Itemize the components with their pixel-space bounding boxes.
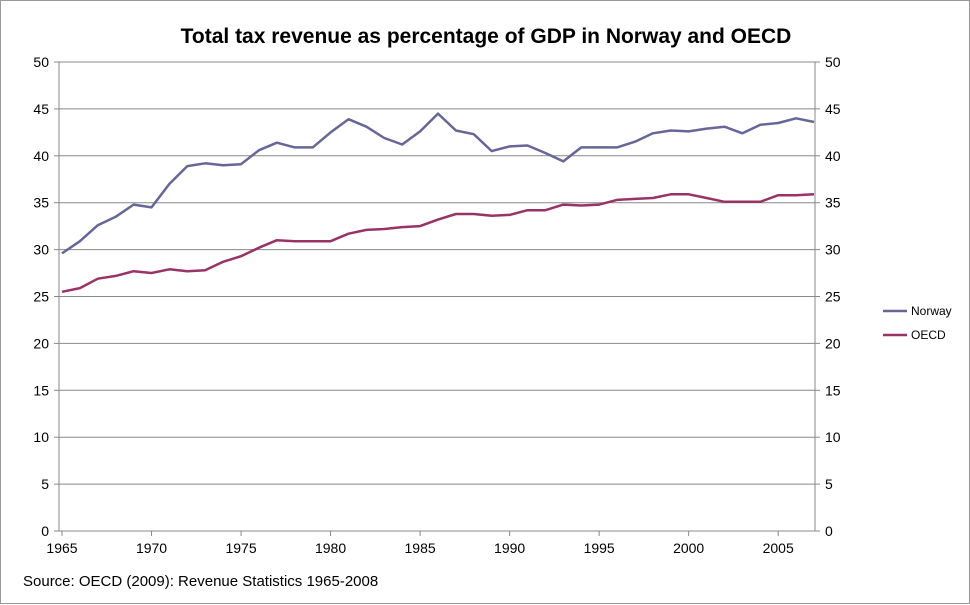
- x-tick-label: 1975: [225, 540, 256, 556]
- x-tick-label: 1965: [46, 540, 77, 556]
- series-line-norway: [61, 112, 815, 255]
- x-tick-label: 1970: [136, 540, 167, 556]
- y-tick-label-right: 20: [825, 335, 841, 351]
- y-tick-label-right: 50: [825, 54, 841, 70]
- y-tick-label-right: 10: [825, 429, 841, 445]
- y-tick-label-left: 30: [33, 242, 49, 258]
- y-tick-label-left: 10: [33, 429, 49, 445]
- y-tick-label-left: 40: [33, 148, 49, 164]
- x-tick-label: 1990: [494, 540, 525, 556]
- y-tick-label-left: 0: [41, 523, 49, 539]
- chart-title: Total tax revenue as percentage of GDP i…: [181, 25, 792, 48]
- y-tick-label-right: 45: [825, 101, 841, 117]
- y-tick-label-right: 15: [825, 382, 841, 398]
- x-tick-label: 1995: [584, 540, 615, 556]
- x-tick-label: 2000: [673, 540, 704, 556]
- series-line-oecd: [61, 193, 815, 294]
- x-tick-label: 1980: [315, 540, 346, 556]
- y-tick-label-left: 35: [33, 195, 49, 211]
- x-tick-label: 2005: [763, 540, 794, 556]
- y-tick-label-right: 30: [825, 242, 841, 258]
- y-tick-label-right: 25: [825, 289, 841, 305]
- y-tick-label-right: 35: [825, 195, 841, 211]
- y-tick-label-left: 5: [41, 476, 49, 492]
- x-tick-label: 1985: [405, 540, 436, 556]
- legend-label-norway: Norway: [911, 304, 952, 318]
- y-tick-label-right: 40: [825, 148, 841, 164]
- legend-label-oecd: OECD: [911, 328, 946, 342]
- y-tick-label-right: 0: [825, 523, 833, 539]
- y-tick-label-left: 50: [33, 54, 49, 70]
- source-note: Source: OECD (2009): Revenue Statistics …: [23, 573, 378, 590]
- y-tick-label-right: 5: [825, 476, 833, 492]
- y-tick-label-left: 15: [33, 382, 49, 398]
- y-tick-label-left: 25: [33, 289, 49, 305]
- y-tick-label-left: 45: [33, 101, 49, 117]
- y-tick-label-left: 20: [33, 335, 49, 351]
